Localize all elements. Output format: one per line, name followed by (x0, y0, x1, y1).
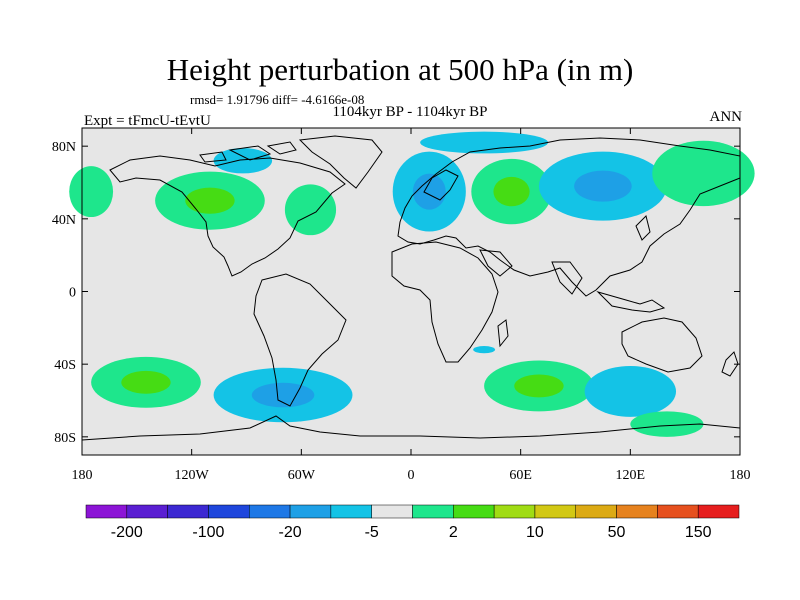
colorbar-label-2: -20 (279, 524, 302, 541)
y-axis: 80N 40N 0 40S 80S (52, 140, 740, 446)
colorbar-swatch-12 (575, 504, 617, 519)
colorbar-swatch-13 (616, 504, 658, 519)
x-tick-label-2: 60W (288, 468, 316, 483)
colorbar-swatch-0 (85, 504, 128, 519)
colorbar-label-0: -200 (111, 524, 143, 541)
anomaly-core-11 (514, 374, 564, 398)
anomaly-region-2 (69, 166, 114, 218)
colorbar-swatch-2 (167, 504, 209, 519)
x-tick-label-6: 180 (730, 468, 751, 483)
colorbar-swatch-9 (453, 504, 495, 519)
coastlines (81, 135, 741, 441)
x-tick-label-0: 180 (72, 468, 93, 483)
period-label: 1104kyr BP - 1104kyr BP (332, 104, 488, 120)
colorbar-swatch-4 (249, 504, 291, 519)
colorbar-label-1: -100 (192, 524, 224, 541)
anomaly-core-5 (493, 176, 530, 207)
y-tick-label-2: 0 (69, 286, 76, 301)
coastline-eurasia (397, 137, 741, 297)
colorbar-label-6: 50 (608, 524, 626, 541)
colorbar-label-7: 150 (685, 524, 712, 541)
coastline-arabia-india (479, 249, 583, 295)
anomaly-core-10 (251, 382, 315, 408)
coastline-scandinavia (423, 169, 459, 201)
coastline-africa (391, 241, 499, 363)
rmsd-stats: rmsd= 1.91796 diff= -4.6166e-08 (190, 92, 365, 107)
colorbar: -200 -100 -20 -5 2 10 50 150 (85, 504, 740, 541)
x-tick-label-1: 120W (175, 468, 210, 483)
anomaly-region-14 (473, 346, 496, 354)
x-tick-label-4: 60E (509, 468, 532, 483)
coastline-madagascar (497, 319, 509, 348)
y-tick-label-1: 40N (52, 213, 76, 228)
y-tick-label-3: 40S (54, 358, 76, 373)
x-axis: 180 120W 60W 0 60E 120E 180 (72, 128, 751, 483)
x-tick-label-5: 120E (616, 468, 646, 483)
anomaly-region-3 (213, 147, 273, 174)
chart-title: Height perturbation at 500 hPa (in m) (166, 52, 634, 87)
x-tick-label-3: 0 (408, 468, 415, 483)
anomaly-region-12 (584, 365, 677, 417)
colorbar-swatch-8 (412, 504, 454, 519)
anomaly-region-13 (630, 411, 704, 437)
y-tick-label-0: 80N (52, 140, 76, 155)
colorbar-label-3: -5 (365, 524, 379, 541)
coastline-maritime-asia (596, 215, 666, 313)
coastline-new-zealand (721, 351, 739, 377)
colorbar-label-4: 2 (449, 524, 458, 541)
colorbar-swatch-10 (493, 504, 536, 519)
anomaly-layer (69, 131, 755, 437)
coastline-south-america (253, 273, 347, 407)
anomaly-region-8 (652, 140, 755, 207)
anomaly-core-4 (412, 173, 446, 210)
colorbar-swatch-15 (697, 504, 740, 519)
colorbar-swatch-1 (126, 504, 168, 519)
y-tick-label-4: 80S (54, 431, 76, 446)
coastline-antarctica (81, 415, 741, 441)
colorbar-swatch-14 (657, 504, 699, 519)
colorbar-swatch-3 (208, 504, 250, 519)
coastline-north-america (109, 155, 346, 277)
experiment-label: Expt = tFmcU-tEvtU (84, 113, 211, 129)
colorbar-swatch-7 (371, 504, 413, 519)
anomaly-core-7 (574, 170, 632, 202)
anomaly-core-0 (185, 187, 235, 214)
colorbar-label-5: 10 (526, 524, 544, 541)
coastline-australia (621, 317, 703, 373)
coastline-arctic-islands (199, 141, 297, 163)
anomaly-core-9 (121, 370, 171, 394)
coastline-greenland (298, 135, 383, 189)
anomaly-region-6 (420, 131, 549, 154)
season-label: ANN (709, 109, 743, 125)
colorbar-swatch-6 (330, 504, 372, 519)
colorbar-swatch-5 (289, 504, 332, 519)
anomaly-region-1 (284, 184, 337, 236)
colorbar-swatch-11 (534, 504, 576, 519)
